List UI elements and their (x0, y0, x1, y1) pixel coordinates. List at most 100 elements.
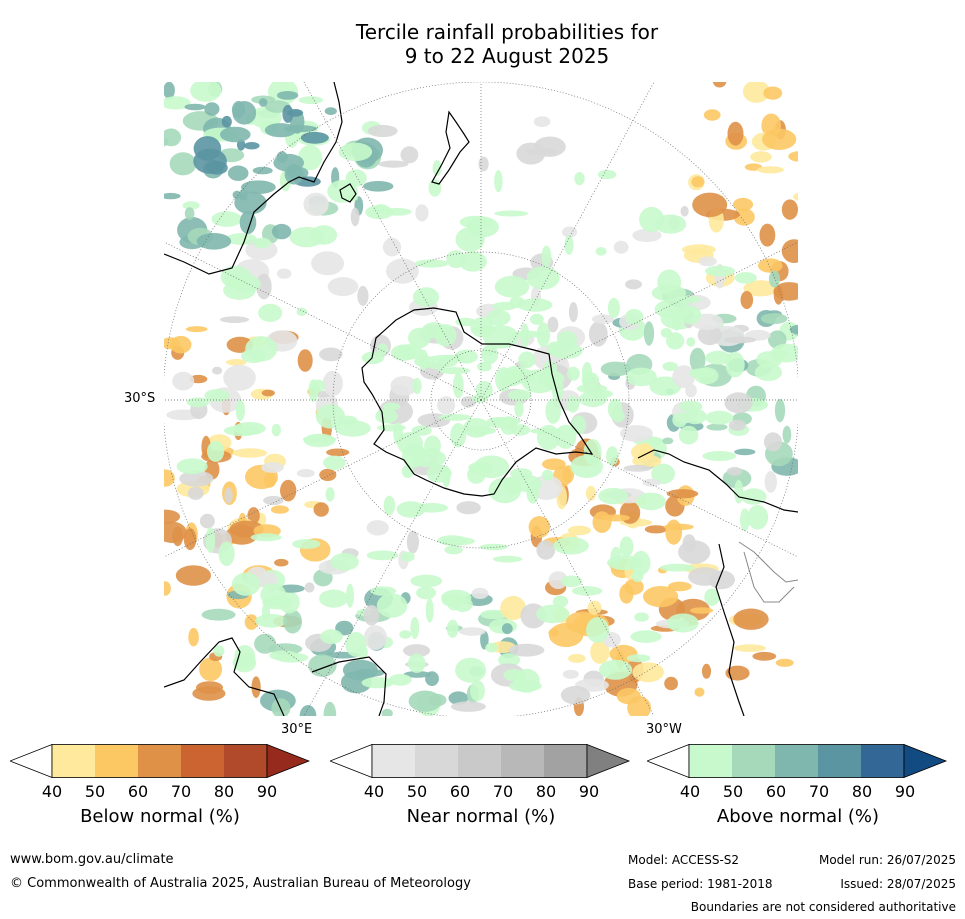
shading-patch (678, 400, 703, 413)
shading-patch (464, 426, 497, 435)
shading-patch (204, 389, 230, 402)
colorbar-swatch (224, 744, 267, 778)
shading-patch (412, 377, 422, 395)
shading-patch (218, 541, 235, 566)
above-tick-40: 40 (679, 782, 701, 801)
shading-patch (634, 612, 649, 622)
shading-patch (692, 192, 728, 217)
shading-patch (471, 587, 489, 599)
shading-patch (762, 128, 797, 150)
shading-patch (493, 555, 523, 563)
shading-patch (552, 595, 569, 608)
shading-patch (624, 578, 644, 595)
country-borders (738, 541, 798, 603)
shading-patch (723, 336, 757, 344)
below-tick-50: 50 (84, 782, 106, 801)
shading-patch (606, 446, 619, 466)
shading-patch (686, 337, 696, 347)
shading-patch (630, 630, 662, 643)
shading-patch (186, 397, 210, 408)
shading-patch (520, 323, 530, 348)
shading-patch (271, 423, 281, 437)
shading-patch (547, 316, 559, 333)
model-text: Model: ACCESS-S2 (628, 853, 740, 867)
shading-patch (530, 428, 561, 435)
shading-patch (426, 361, 448, 370)
shading-patch (566, 395, 580, 413)
above-tick-60: 60 (765, 782, 787, 801)
shading-patch (592, 511, 612, 533)
shading-patch (225, 359, 247, 366)
shading-patch (582, 362, 593, 384)
site-link[interactable]: www.bom.gov.au/climate (10, 852, 174, 867)
shading-patch (233, 422, 266, 435)
shading-patch (220, 265, 252, 289)
shading-patch (252, 166, 273, 175)
australia-coastline (164, 82, 343, 275)
shading-patch (734, 448, 756, 456)
colorbar-swatch (861, 744, 904, 778)
shading-patch (390, 376, 418, 396)
shading-patch (511, 474, 542, 492)
shading-patch (733, 608, 769, 630)
shading-patch (734, 272, 757, 284)
shading-patch (607, 555, 642, 571)
below-tick-70: 70 (170, 782, 192, 801)
disclaimer-text: Boundaries are not considered authoritat… (690, 900, 956, 914)
near-tick-70: 70 (492, 782, 514, 801)
shading-patch (383, 495, 396, 516)
shading-patch (571, 586, 603, 596)
above-normal-colorbar (647, 744, 949, 778)
colorbar-swatch (544, 744, 587, 778)
shading-patch (403, 644, 431, 658)
shading-patch (444, 545, 463, 555)
near-tick-80: 80 (535, 782, 557, 801)
shading-patch (509, 368, 535, 380)
shading-patch (274, 558, 289, 567)
new-zealand-coastline (431, 110, 470, 185)
graticule (164, 82, 798, 716)
shading-patch (415, 503, 448, 513)
shading-patch (187, 486, 204, 500)
shading-patch (724, 392, 753, 414)
colorbar-high-arrow (586, 744, 631, 778)
shading-patch (666, 489, 699, 499)
shading-patch (389, 673, 412, 686)
shading-patch (678, 540, 711, 564)
shading-patch (410, 574, 443, 588)
shading-patch (567, 366, 580, 381)
shading-patch (201, 608, 236, 621)
shading-patch (494, 210, 529, 217)
shading-patch (353, 668, 385, 678)
shading-patch (255, 614, 288, 628)
shading-patch (697, 325, 722, 346)
shading-patch (725, 665, 750, 681)
near-normal-label: Near normal (%) (406, 806, 556, 827)
shading-patch (586, 617, 610, 643)
shading-patch (164, 192, 181, 200)
shading-patch (323, 455, 346, 470)
shading-patch (403, 671, 431, 678)
shading-patch (694, 687, 705, 697)
shading-patch (756, 351, 783, 368)
shading-patch (164, 521, 187, 543)
title-line-2: 9 to 22 August 2025 (404, 44, 610, 68)
shading-patch (643, 321, 655, 346)
shading-patch (726, 466, 743, 476)
shading-patch (453, 372, 464, 399)
shading-patch (261, 462, 284, 473)
shading-patch (437, 535, 467, 546)
below-normal-swatches (10, 744, 310, 778)
above-tick-50: 50 (722, 782, 744, 801)
shading-patch (247, 507, 260, 525)
shading-patch (759, 223, 776, 247)
shading-patch (220, 316, 249, 323)
shading-patch (666, 332, 685, 350)
shading-patch (244, 614, 259, 630)
shading-patch (639, 206, 665, 233)
shading-patch (221, 115, 232, 128)
shading-patch (382, 237, 402, 257)
shading-patch (672, 365, 696, 389)
shading-patch (600, 514, 630, 522)
shading-patch (183, 528, 197, 551)
